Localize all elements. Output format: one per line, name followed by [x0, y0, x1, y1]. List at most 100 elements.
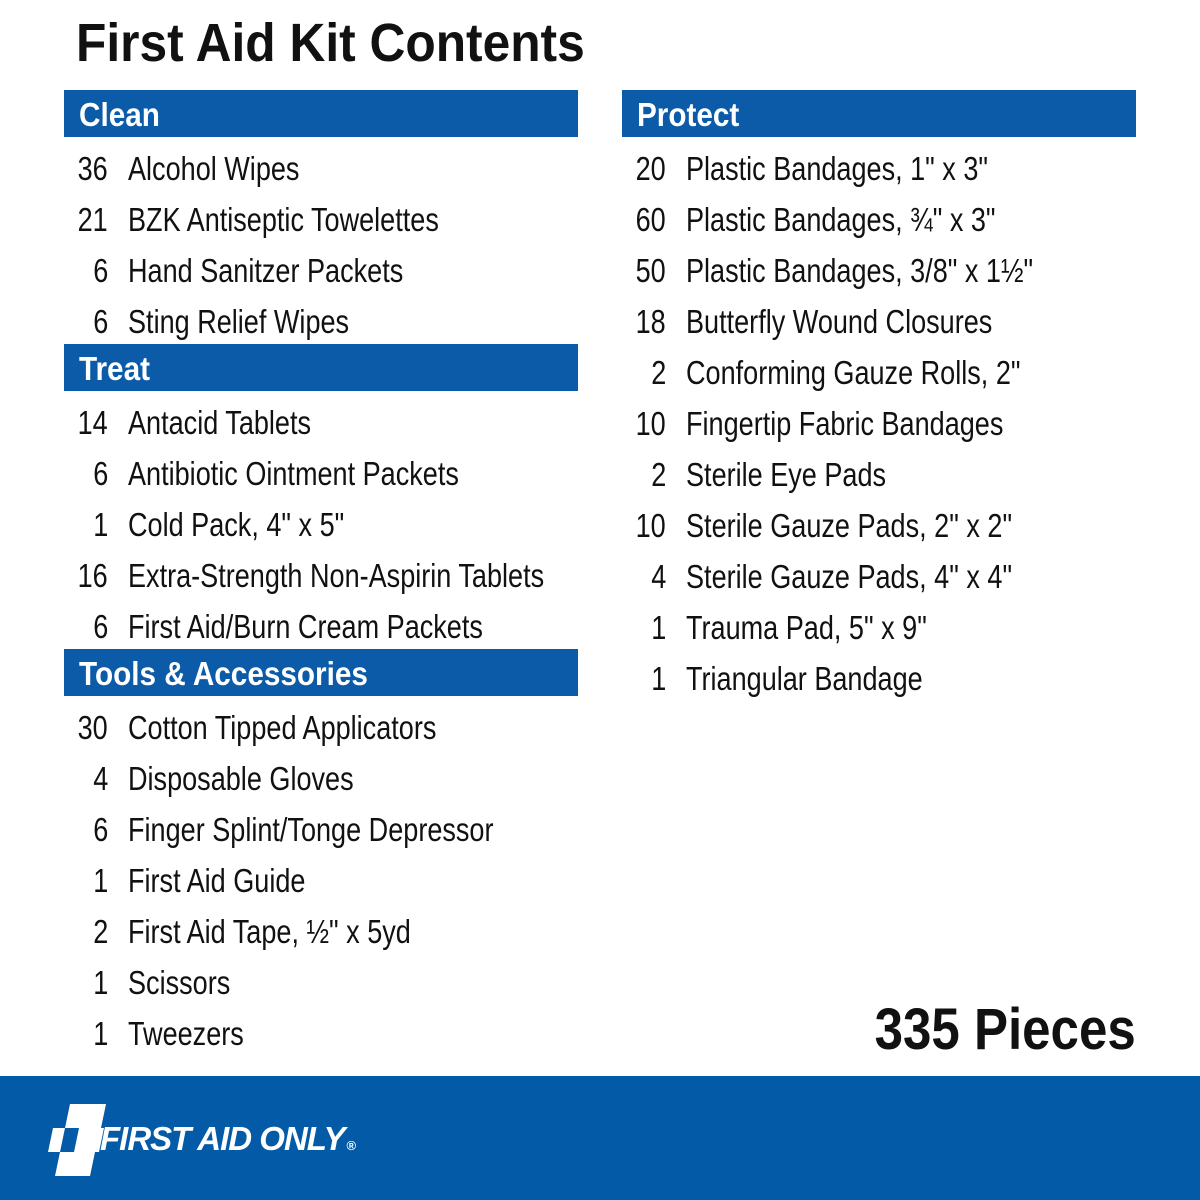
item-quantity: 4 [650, 558, 666, 595]
section-header: Protect [622, 90, 1136, 137]
list-item: 4 Disposable Gloves [64, 753, 578, 804]
brand-name: FIRST AID ONLY [100, 1120, 345, 1157]
section-protect: Protect 20 Plastic Bandages, 1" x 3" 60 Plas… [622, 90, 1136, 704]
checkered-cross-icon [48, 1104, 106, 1176]
item-quantity: 1 [92, 862, 108, 899]
footer-banner: FIRST AID ONLY ® [0, 1076, 1200, 1200]
item-quantity: 36 [77, 150, 108, 187]
item-name: Finger Splint/Tonge Depressor [128, 811, 494, 848]
item-quantity: 2 [650, 354, 666, 391]
section-title: Tools & Accessories [79, 655, 368, 692]
list-item: 2 Conforming Gauze Rolls, 2" [622, 347, 1136, 398]
list-item: 20 Plastic Bandages, 1" x 3" [622, 143, 1136, 194]
list-item: 50 Plastic Bandages, 3/8" x 1½" [622, 245, 1136, 296]
list-item: 6 Finger Splint/Tonge Depressor [64, 804, 578, 855]
item-name: Cotton Tipped Applicators [128, 709, 437, 746]
section-tools-accessories: Tools & Accessories 30 Cotton Tipped Appli… [64, 649, 578, 1059]
left-column: Clean 36 Alcohol Wipes 21 BZK Antiseptic Tow… [64, 90, 578, 1059]
item-name: BZK Antiseptic Towelettes [128, 201, 439, 238]
list-item: 1 Trauma Pad, 5" x 9" [622, 602, 1136, 653]
item-quantity: 2 [92, 913, 108, 950]
list-item: 30 Cotton Tipped Applicators [64, 702, 578, 753]
item-name: Antibiotic Ointment Packets [128, 455, 459, 492]
list-item: 18 Butterfly Wound Closures [622, 296, 1136, 347]
item-name: Sterile Gauze Pads, 2" x 2" [686, 507, 1013, 544]
item-quantity: 50 [635, 252, 666, 289]
list-item: 6 First Aid/Burn Cream Packets [64, 601, 578, 652]
item-name: Plastic Bandages, ¾" x 3" [686, 201, 996, 238]
item-quantity: 21 [77, 201, 108, 238]
item-name: Conforming Gauze Rolls, 2" [686, 354, 1021, 391]
item-quantity: 16 [77, 557, 108, 594]
list-item: 4 Sterile Gauze Pads, 4" x 4" [622, 551, 1136, 602]
item-quantity: 10 [635, 507, 666, 544]
item-name: Trauma Pad, 5" x 9" [686, 609, 927, 646]
item-name: Butterfly Wound Closures [686, 303, 993, 340]
page-title: First Aid Kit Contents [76, 13, 585, 73]
list-item: 6 Sting Relief Wipes [64, 296, 578, 347]
list-item: 6 Hand Sanitzer Packets [64, 245, 578, 296]
item-quantity: 1 [92, 506, 108, 543]
item-name: Plastic Bandages, 1" x 3" [686, 150, 989, 187]
item-quantity: 14 [77, 404, 108, 441]
list-item: 21 BZK Antiseptic Towelettes [64, 194, 578, 245]
item-quantity: 6 [92, 811, 108, 848]
list-item: 1 Tweezers [64, 1008, 578, 1059]
list-item: 1 Scissors [64, 957, 578, 1008]
item-name: Sterile Eye Pads [686, 456, 887, 493]
list-item: 1 Triangular Bandage [622, 653, 1136, 704]
item-name: Sterile Gauze Pads, 4" x 4" [686, 558, 1013, 595]
item-quantity: 6 [92, 252, 108, 289]
total-pieces: 335 Pieces [874, 997, 1136, 1062]
item-name: Antacid Tablets [128, 404, 312, 441]
item-quantity: 6 [92, 455, 108, 492]
item-name: First Aid Tape, ½" x 5yd [128, 913, 411, 950]
item-quantity: 18 [635, 303, 666, 340]
item-name: Fingertip Fabric Bandages [686, 405, 1004, 442]
section-clean: Clean 36 Alcohol Wipes 21 BZK Antiseptic Tow… [64, 90, 578, 347]
list-item: 14 Antacid Tablets [64, 397, 578, 448]
item-quantity: 2 [650, 456, 666, 493]
item-name: Hand Sanitzer Packets [128, 252, 404, 289]
item-name: Scissors [128, 964, 231, 1001]
item-name: Disposable Gloves [128, 760, 354, 797]
section-header: Treat [64, 344, 578, 391]
item-name: Cold Pack, 4" x 5" [128, 506, 345, 543]
item-name: Plastic Bandages, 3/8" x 1½" [686, 252, 1034, 289]
list-item: 2 Sterile Eye Pads [622, 449, 1136, 500]
item-name: Alcohol Wipes [128, 150, 300, 187]
list-item: 16 Extra-Strength Non-Aspirin Tablets [64, 550, 578, 601]
list-item: 1 Cold Pack, 4" x 5" [64, 499, 578, 550]
right-column: Protect 20 Plastic Bandages, 1" x 3" 60 Plas… [622, 90, 1136, 704]
section-title: Clean [79, 96, 160, 133]
item-quantity: 20 [635, 150, 666, 187]
item-quantity: 1 [92, 1015, 108, 1052]
item-name: First Aid/Burn Cream Packets [128, 608, 483, 645]
list-item: 6 Antibiotic Ointment Packets [64, 448, 578, 499]
item-quantity: 10 [635, 405, 666, 442]
item-quantity: 6 [92, 303, 108, 340]
section-header: Tools & Accessories [64, 649, 578, 696]
item-quantity: 1 [92, 964, 108, 1001]
item-name: Tweezers [128, 1015, 244, 1052]
item-quantity: 30 [77, 709, 108, 746]
item-name: First Aid Guide [128, 862, 306, 899]
item-name: Triangular Bandage [686, 660, 923, 697]
section-title: Protect [637, 96, 740, 133]
item-name: Extra-Strength Non-Aspirin Tablets [128, 557, 545, 594]
list-item: 1 First Aid Guide [64, 855, 578, 906]
item-name: Sting Relief Wipes [128, 303, 350, 340]
list-item: 10 Sterile Gauze Pads, 2" x 2" [622, 500, 1136, 551]
registered-mark: ® [346, 1138, 357, 1153]
brand-logo: FIRST AID ONLY ® [48, 1104, 408, 1176]
item-quantity: 60 [635, 201, 666, 238]
list-item: 2 First Aid Tape, ½" x 5yd [64, 906, 578, 957]
item-quantity: 6 [92, 608, 108, 645]
list-item: 10 Fingertip Fabric Bandages [622, 398, 1136, 449]
section-header: Clean [64, 90, 578, 137]
item-quantity: 1 [650, 660, 666, 697]
list-item: 60 Plastic Bandages, ¾" x 3" [622, 194, 1136, 245]
section-treat: Treat 14 Antacid Tablets 6 Antibiotic Ointme… [64, 344, 578, 652]
item-quantity: 1 [650, 609, 666, 646]
list-item: 36 Alcohol Wipes [64, 143, 578, 194]
